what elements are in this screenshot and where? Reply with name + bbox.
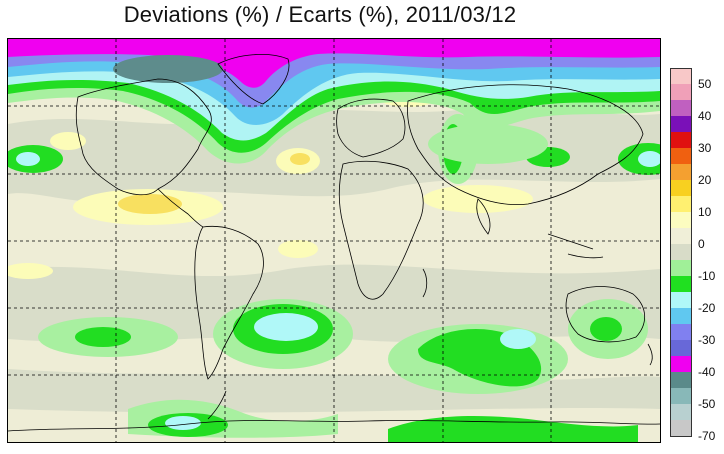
chart-title: Deviations (%) / Ecarts (%), 2011/03/12 (123, 2, 517, 27)
legend-label: 0 (698, 237, 705, 251)
negative-green-patches (8, 114, 660, 442)
legend-label: -30 (698, 333, 716, 347)
legend-label: -40 (698, 365, 716, 379)
world-map (7, 38, 661, 443)
legend-label: 30 (698, 141, 712, 155)
legend-swatch (670, 196, 692, 212)
legend-swatch (670, 212, 692, 228)
legend-swatch (670, 260, 692, 276)
legend-label: -20 (698, 301, 716, 315)
legend-swatch (670, 132, 692, 148)
legend-label: -70 (698, 429, 716, 443)
legend-label: 50 (698, 77, 712, 91)
legend-swatch (670, 372, 692, 388)
legend-swatch (670, 340, 692, 356)
stronger-positive (118, 153, 310, 214)
legend-swatch (670, 356, 692, 372)
legend-swatch (670, 388, 692, 404)
legend-label: 10 (698, 205, 712, 219)
legend-swatch (670, 308, 692, 324)
color-legend: 50 40 30 20 10 0 -10 -20 -30 -40 -50 -70 (670, 68, 724, 446)
legend-swatch (670, 116, 692, 132)
legend-swatch (670, 228, 692, 244)
legend-swatch (670, 68, 692, 85)
graticule (8, 39, 660, 442)
legend-swatch (670, 100, 692, 116)
coastlines (8, 54, 660, 432)
legend-label: -10 (698, 269, 716, 283)
legend-swatch (670, 324, 692, 340)
legend-swatch (670, 148, 692, 164)
legend-swatch (670, 404, 692, 420)
legend-label: -50 (698, 397, 716, 411)
map-svg (8, 39, 660, 442)
legend-swatch (670, 84, 692, 100)
legend-swatch (670, 276, 692, 292)
legend-swatch (670, 292, 692, 308)
legend-label: 20 (698, 173, 712, 187)
legend-swatch (670, 180, 692, 196)
legend-swatch (670, 164, 692, 180)
legend-label: 40 (698, 109, 712, 123)
legend-swatch (670, 420, 692, 437)
legend-swatch (670, 244, 692, 260)
